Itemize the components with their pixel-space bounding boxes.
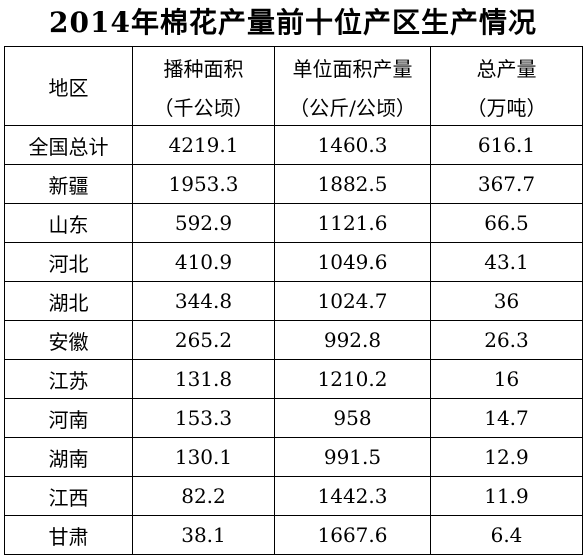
- cell-area: 1953.3: [132, 164, 275, 204]
- table-row: 湖南 130.1 991.5 12.9: [4, 437, 583, 477]
- table-row: 安徽 265.2 992.8 26.3: [4, 320, 583, 360]
- cell-yield: 1460.3: [274, 125, 431, 165]
- cell-region: 江西: [4, 476, 133, 516]
- cell-yield: 992.8: [274, 320, 431, 360]
- table-row: 全国总计 4219.1 1460.3 616.1: [4, 125, 583, 165]
- table-row: 山东 592.9 1121.6 66.5: [4, 203, 583, 243]
- cell-total: 367.7: [430, 164, 583, 204]
- cell-yield: 1442.3: [274, 476, 431, 516]
- cell-yield: 1024.7: [274, 281, 431, 321]
- cell-area: 265.2: [132, 320, 275, 360]
- cell-region: 全国总计: [4, 125, 133, 165]
- header-yield: 单位面积产量: [274, 46, 431, 87]
- cell-yield: 958: [274, 398, 431, 438]
- cell-area: 82.2: [132, 476, 275, 516]
- cell-region: 山东: [4, 203, 133, 243]
- cell-area: 344.8: [132, 281, 275, 321]
- table-row: 江苏 131.8 1210.2 16: [4, 359, 583, 399]
- cell-yield: 1210.2: [274, 359, 431, 399]
- cell-region: 安徽: [4, 320, 133, 360]
- cell-region: 江苏: [4, 359, 133, 399]
- table-row: 河南 153.3 958 14.7: [4, 398, 583, 438]
- cell-area: 131.8: [132, 359, 275, 399]
- table-row: 湖北 344.8 1024.7 36: [4, 281, 583, 321]
- cell-region: 新疆: [4, 164, 133, 204]
- cell-total: 11.9: [430, 476, 583, 516]
- cell-yield: 1049.6: [274, 242, 431, 282]
- cell-total: 616.1: [430, 125, 583, 165]
- unit-yield: （公斤/公顷）: [274, 87, 431, 126]
- cell-region: 河南: [4, 398, 133, 438]
- cell-area: 4219.1: [132, 125, 275, 165]
- unit-total: （万吨）: [430, 87, 583, 126]
- table-row: 新疆 1953.3 1882.5 367.7: [4, 164, 583, 204]
- cell-area: 153.3: [132, 398, 275, 438]
- table-title: 2014年棉花产量前十位产区生产情况: [49, 6, 537, 39]
- cell-region: 甘肃: [4, 515, 133, 555]
- cell-total: 14.7: [430, 398, 583, 438]
- cell-total: 36: [430, 281, 583, 321]
- table-row: 河北 410.9 1049.6 43.1: [4, 242, 583, 282]
- cell-area: 592.9: [132, 203, 275, 243]
- cell-region: 河北: [4, 242, 133, 282]
- cell-total: 16: [430, 359, 583, 399]
- header-area: 播种面积: [132, 46, 275, 87]
- cell-total: 43.1: [430, 242, 583, 282]
- header-region: 地区: [4, 46, 133, 126]
- table-row: 江西 82.2 1442.3 11.9: [4, 476, 583, 516]
- unit-row: （千公顷） （公斤/公顷） （万吨）: [5, 87, 583, 126]
- cell-area: 38.1: [132, 515, 275, 555]
- cell-total: 26.3: [430, 320, 583, 360]
- cotton-production-table: 地区 播种面积 单位面积产量 总产量 （千公顷） （公斤/公顷） （万吨） 全国…: [4, 46, 583, 555]
- cell-total: 6.4: [430, 515, 583, 555]
- cell-yield: 1667.6: [274, 515, 431, 555]
- cell-total: 12.9: [430, 437, 583, 477]
- header-total: 总产量: [430, 46, 583, 87]
- cell-area: 130.1: [132, 437, 275, 477]
- cell-total: 66.5: [430, 203, 583, 243]
- cell-yield: 991.5: [274, 437, 431, 477]
- cell-yield: 1882.5: [274, 164, 431, 204]
- header-row: 地区 播种面积 单位面积产量 总产量: [4, 46, 583, 126]
- cell-region: 湖南: [4, 437, 133, 477]
- cell-yield: 1121.6: [274, 203, 431, 243]
- unit-area: （千公顷）: [132, 87, 275, 126]
- cell-region: 湖北: [4, 281, 133, 321]
- cell-area: 410.9: [132, 242, 275, 282]
- table-row: 甘肃 38.1 1667.6 6.4: [4, 515, 583, 555]
